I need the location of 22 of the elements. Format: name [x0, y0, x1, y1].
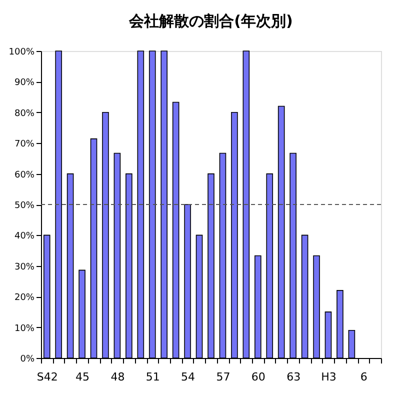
- x-tick-label: 45: [76, 370, 90, 384]
- y-tick-label: 40%: [14, 232, 35, 242]
- x-tick-label: 48: [110, 370, 125, 384]
- chart-title: 会社解散の割合(年次別): [128, 12, 293, 30]
- x-tick-label: S42: [36, 370, 58, 384]
- y-tick-label: 60%: [14, 170, 35, 180]
- y-tick-label: 30%: [14, 262, 35, 272]
- y-tick-label: 20%: [14, 293, 35, 304]
- x-tick-label: 54: [181, 370, 196, 384]
- x-tick-label: 57: [216, 370, 230, 384]
- x-tick-label: 60: [251, 370, 266, 384]
- y-tick-label: 100%: [8, 48, 35, 58]
- y-tick-label: 80%: [14, 108, 35, 119]
- y-tick-label: 0%: [20, 354, 35, 364]
- x-tick-label: 63: [286, 370, 301, 384]
- x-tick-label: H3: [321, 370, 336, 384]
- y-tick-label: 70%: [14, 140, 35, 150]
- y-tick-label: 50%: [14, 201, 35, 211]
- x-tick-label: 51: [146, 370, 160, 384]
- y-tick-label: 10%: [14, 324, 35, 334]
- y-tick-label: 90%: [14, 78, 35, 88]
- x-tick-label: 6: [360, 370, 368, 384]
